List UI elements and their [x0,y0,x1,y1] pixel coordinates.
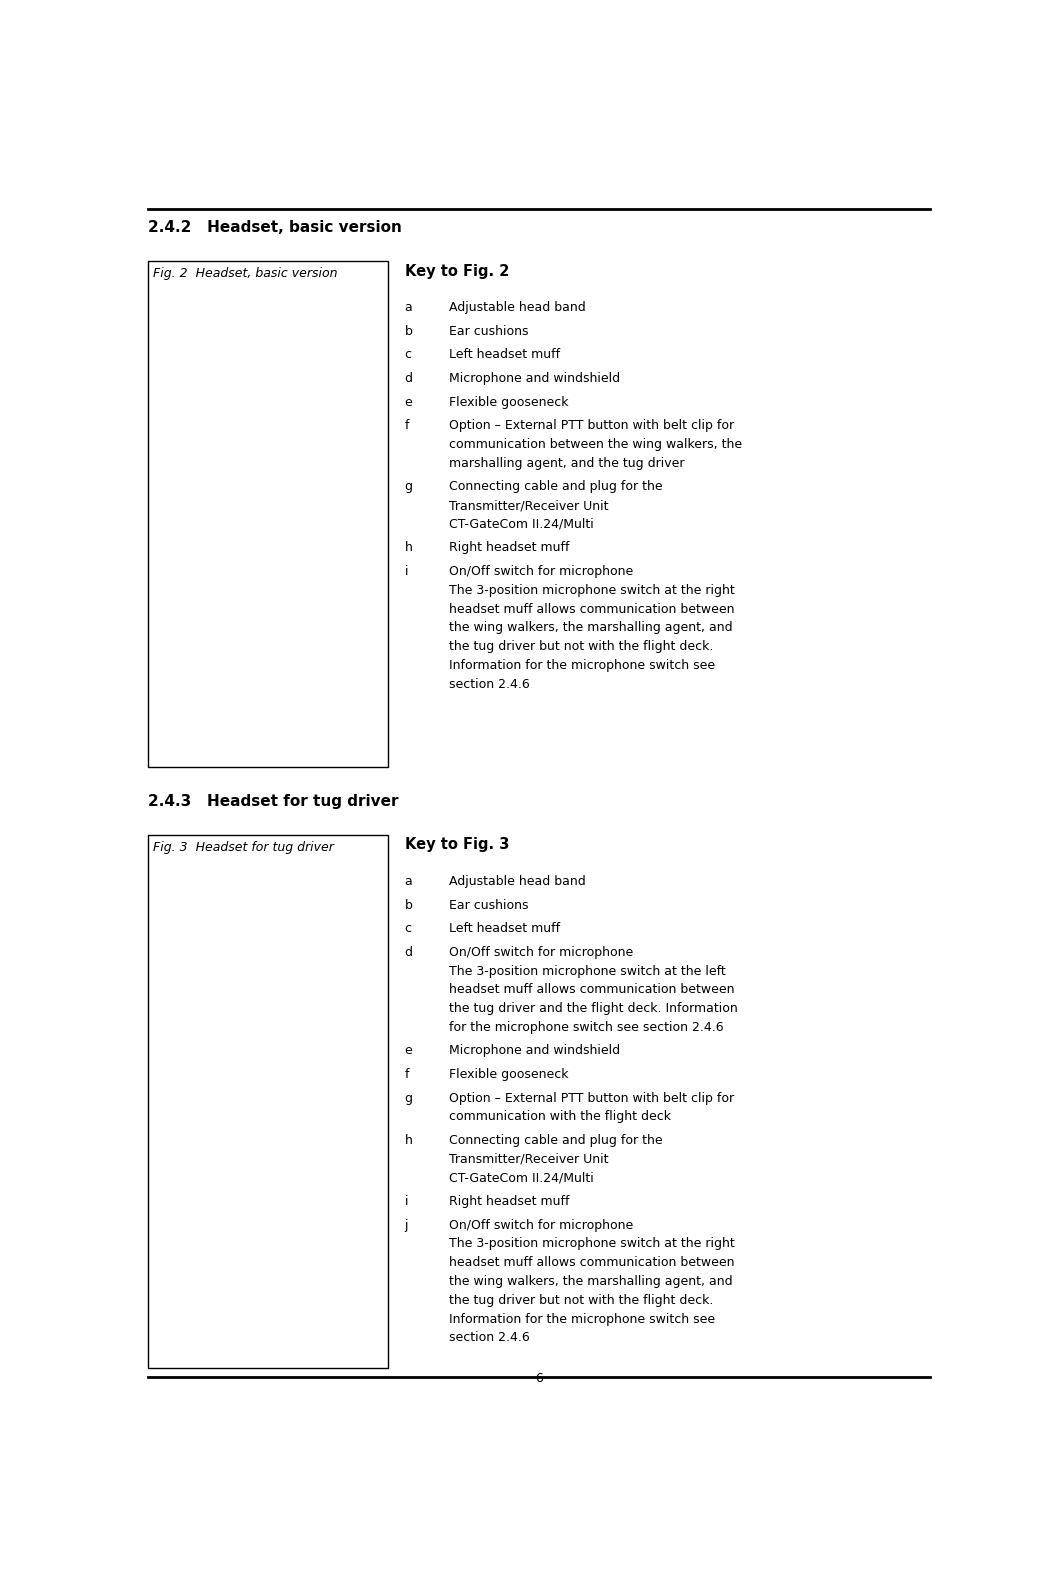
Text: Transmitter/Receiver Unit: Transmitter/Receiver Unit [449,1152,609,1166]
Text: Option – External PTT button with belt clip for: Option – External PTT button with belt c… [449,1091,734,1105]
Text: the tug driver but not with the flight deck.: the tug driver but not with the flight d… [449,1294,714,1306]
Text: Flexible gooseneck: Flexible gooseneck [449,1067,569,1082]
Text: Transmitter/Receiver Unit: Transmitter/Receiver Unit [449,500,609,512]
Text: On/Off switch for microphone: On/Off switch for microphone [449,1218,633,1232]
Text: g: g [405,481,412,494]
Bar [147,835,388,1368]
Text: section 2.4.6: section 2.4.6 [449,1331,530,1344]
Text: f: f [405,420,409,432]
Text: headset muff allows communication between: headset muff allows communication betwee… [449,1256,735,1269]
Text: Microphone and windshield: Microphone and windshield [449,373,621,385]
Text: a: a [405,302,412,314]
Text: Key to Fig. 2: Key to Fig. 2 [405,264,509,278]
Text: h: h [405,1133,412,1148]
Text: communication with the flight deck: communication with the flight deck [449,1110,671,1124]
Text: On/Off switch for microphone: On/Off switch for microphone [449,946,633,959]
Text: i: i [405,1195,408,1209]
Bar [147,261,388,767]
Text: The 3-position microphone switch at the right: The 3-position microphone switch at the … [449,1237,735,1250]
Text: CT-GateCom II.24/Multi: CT-GateCom II.24/Multi [449,1171,594,1185]
Text: Connecting cable and plug for the: Connecting cable and plug for the [449,481,663,494]
Text: headset muff allows communication between: headset muff allows communication betwee… [449,602,735,616]
Text: headset muff allows communication between: headset muff allows communication betwee… [449,984,735,997]
Text: marshalling agent, and the tug driver: marshalling agent, and the tug driver [449,457,685,470]
Text: communication between the wing walkers, the: communication between the wing walkers, … [449,439,743,451]
Text: h: h [405,541,412,555]
Text: b: b [405,899,412,912]
Text: CT-GateCom II.24/Multi: CT-GateCom II.24/Multi [449,517,594,531]
Text: Left headset muff: Left headset muff [449,349,561,362]
Text: Ear cushions: Ear cushions [449,325,529,338]
Text: 6: 6 [535,1371,543,1385]
Text: Right headset muff: Right headset muff [449,1195,570,1209]
Text: d: d [405,946,412,959]
Text: Information for the microphone switch see: Information for the microphone switch se… [449,1313,715,1325]
Text: the wing walkers, the marshalling agent, and: the wing walkers, the marshalling agent,… [449,1275,733,1287]
Text: d: d [405,373,412,385]
Text: g: g [405,1091,412,1105]
Text: Left headset muff: Left headset muff [449,923,561,935]
Text: Fig. 3  Headset for tug driver: Fig. 3 Headset for tug driver [153,841,333,854]
Text: c: c [405,923,411,935]
Text: section 2.4.6: section 2.4.6 [449,678,530,690]
Text: The 3-position microphone switch at the left: The 3-position microphone switch at the … [449,965,726,978]
Text: e: e [405,1044,412,1058]
Text: Option – External PTT button with belt clip for: Option – External PTT button with belt c… [449,420,734,432]
Text: the tug driver and the flight deck. Information: the tug driver and the flight deck. Info… [449,1001,739,1016]
Text: The 3-position microphone switch at the right: The 3-position microphone switch at the … [449,583,735,597]
Text: f: f [405,1067,409,1082]
Text: Connecting cable and plug for the: Connecting cable and plug for the [449,1133,663,1148]
Text: Adjustable head band: Adjustable head band [449,876,586,888]
Text: Information for the microphone switch see: Information for the microphone switch se… [449,659,715,671]
Text: for the microphone switch see section 2.4.6: for the microphone switch see section 2.… [449,1020,724,1034]
Text: Ear cushions: Ear cushions [449,899,529,912]
Text: 2.4.2   Headset, basic version: 2.4.2 Headset, basic version [147,220,402,236]
Text: Microphone and windshield: Microphone and windshield [449,1044,621,1058]
Text: Fig. 2  Headset, basic version: Fig. 2 Headset, basic version [153,267,338,280]
Text: the tug driver but not with the flight deck.: the tug driver but not with the flight d… [449,640,714,652]
Text: a: a [405,876,412,888]
Text: On/Off switch for microphone: On/Off switch for microphone [449,564,633,578]
Text: 2.4.3   Headset for tug driver: 2.4.3 Headset for tug driver [147,794,399,810]
Text: Right headset muff: Right headset muff [449,541,570,555]
Text: Adjustable head band: Adjustable head band [449,302,586,314]
Text: Key to Fig. 3: Key to Fig. 3 [405,838,509,852]
Text: b: b [405,325,412,338]
Text: i: i [405,564,408,578]
Text: the wing walkers, the marshalling agent, and: the wing walkers, the marshalling agent,… [449,621,733,635]
Text: Flexible gooseneck: Flexible gooseneck [449,396,569,409]
Text: e: e [405,396,412,409]
Text: c: c [405,349,411,362]
Text: j: j [405,1218,408,1232]
